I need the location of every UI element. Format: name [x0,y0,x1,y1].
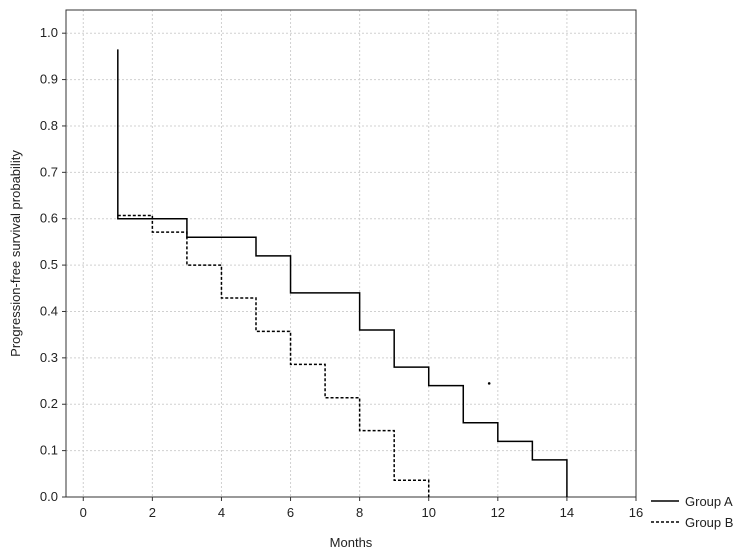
y-tick-labels: 0.0 0.1 0.2 0.3 0.4 0.5 0.6 0.7 0.8 0.9 1.0 [40,25,66,504]
annotations [487,382,491,385]
x-tick-label: 10 [421,505,435,520]
y-tick-label: 0.5 [40,257,58,272]
x-tick-label: 12 [491,505,505,520]
x-tick-label: 4 [218,505,225,520]
x-tick-label: 16 [629,505,643,520]
x-axis-label: Months [330,535,373,550]
y-tick-label: 0.0 [40,489,58,504]
legend-label: Group A [685,494,733,509]
x-tick-label: 2 [149,505,156,520]
y-tick-label: 0.1 [40,443,58,458]
x-tick-label: 8 [356,505,363,520]
y-tick-label: 0.9 [40,72,58,87]
y-tick-label: 0.8 [40,118,58,133]
y-tick-label: 0.4 [40,303,58,318]
legend: Group A Group B [651,494,733,530]
x-tick-label: 6 [287,505,294,520]
y-tick-label: 0.2 [40,396,58,411]
plot-frame [65,9,637,498]
x-tick-label: 0 [80,505,87,520]
x-tick-label: 14 [560,505,574,520]
series-line-group-b [117,214,430,497]
y-tick-label: 0.3 [40,350,58,365]
grid-lines [66,10,637,498]
y-tick-label: 1.0 [40,25,58,40]
legend-label: Group B [685,515,733,530]
y-tick-label: 0.6 [40,211,58,226]
series-line-group-a [117,49,568,497]
y-tick-label: 0.7 [40,164,58,179]
series-lines [117,49,568,497]
x-tick-labels: 0 2 4 6 8 10 12 14 16 [80,497,643,520]
y-axis-label: Progression-free survival probability [8,150,23,357]
point-mark [487,382,491,385]
